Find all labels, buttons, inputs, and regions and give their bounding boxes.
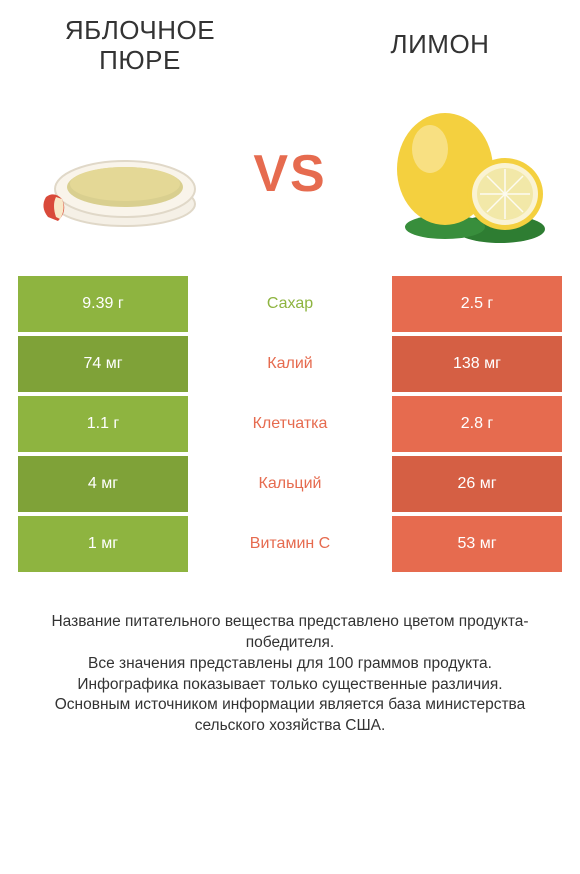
table-row: 1 мгВитамин C53 мг <box>18 516 562 572</box>
cell-nutrient-label: Калий <box>188 336 392 392</box>
table-row: 1.1 гКлетчатка2.8 г <box>18 396 562 452</box>
title-right: ЛИМОН <box>340 16 540 76</box>
vs-label: VS <box>253 144 326 204</box>
cell-right-value: 26 мг <box>392 456 562 512</box>
cell-left-value: 74 мг <box>18 336 188 392</box>
cell-right-value: 53 мг <box>392 516 562 572</box>
cell-nutrient-label: Сахар <box>188 276 392 332</box>
footer-line: Название питательного вещества представл… <box>28 612 552 654</box>
comparison-table: 9.39 гСахар2.5 г74 мгКалий138 мг1.1 гКле… <box>0 276 580 572</box>
applesauce-image <box>30 99 210 249</box>
cell-nutrient-label: Клетчатка <box>188 396 392 452</box>
cell-right-value: 2.8 г <box>392 396 562 452</box>
header: ЯБЛОЧНОЕПЮРЕ ЛИМОН <box>0 0 580 76</box>
cell-nutrient-label: Витамин C <box>188 516 392 572</box>
footer-line: Основным источником информации является … <box>28 695 552 737</box>
cell-left-value: 4 мг <box>18 456 188 512</box>
cell-right-value: 2.5 г <box>392 276 562 332</box>
table-row: 4 мгКальций26 мг <box>18 456 562 512</box>
cell-left-value: 1.1 г <box>18 396 188 452</box>
footer-line: Все значения представлены для 100 граммо… <box>28 654 552 675</box>
cell-left-value: 1 мг <box>18 516 188 572</box>
title-left: ЯБЛОЧНОЕПЮРЕ <box>40 16 240 76</box>
footer-note: Название питательного вещества представл… <box>0 576 580 738</box>
table-row: 74 мгКалий138 мг <box>18 336 562 392</box>
cell-nutrient-label: Кальций <box>188 456 392 512</box>
table-row: 9.39 гСахар2.5 г <box>18 276 562 332</box>
images-row: VS <box>0 76 580 276</box>
footer-line: Инфографика показывает только существенн… <box>28 675 552 696</box>
lemon-image <box>370 99 550 249</box>
cell-left-value: 9.39 г <box>18 276 188 332</box>
cell-right-value: 138 мг <box>392 336 562 392</box>
